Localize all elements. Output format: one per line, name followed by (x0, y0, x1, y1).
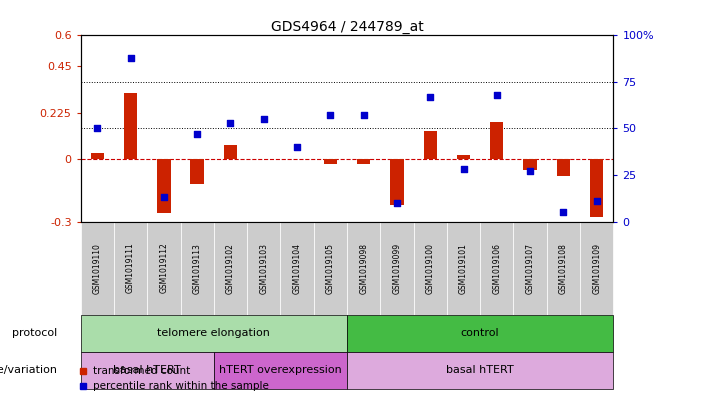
Text: GSM1019102: GSM1019102 (226, 242, 235, 294)
Bar (224, 145, 237, 160)
Bar (457, 155, 470, 160)
Point (292, 144, 303, 150)
FancyBboxPatch shape (347, 352, 613, 389)
Text: GSM1019111: GSM1019111 (126, 243, 135, 294)
Bar (191, 160, 204, 184)
Point (325, 112, 336, 119)
Text: GSM1019110: GSM1019110 (93, 242, 102, 294)
Point (258, 116, 269, 122)
Text: telomere elongation: telomere elongation (157, 328, 271, 338)
Bar (324, 160, 337, 163)
FancyBboxPatch shape (81, 315, 347, 352)
Point (125, 55, 136, 61)
Text: transformed count: transformed count (93, 366, 191, 376)
Point (158, 194, 170, 200)
Text: genotype/variation: genotype/variation (0, 365, 57, 375)
Text: basal hTERT: basal hTERT (447, 365, 514, 375)
Point (491, 92, 503, 98)
Text: GSM1019106: GSM1019106 (492, 242, 501, 294)
FancyBboxPatch shape (580, 222, 613, 315)
FancyBboxPatch shape (381, 222, 414, 315)
Text: percentile rank within the sample: percentile rank within the sample (93, 381, 269, 391)
Bar (557, 160, 570, 176)
Text: GSM1019112: GSM1019112 (159, 243, 168, 294)
FancyBboxPatch shape (280, 222, 314, 315)
Bar (90, 153, 104, 160)
Text: GSM1019101: GSM1019101 (459, 242, 468, 294)
Bar (157, 160, 170, 213)
FancyBboxPatch shape (547, 222, 580, 315)
Point (458, 166, 469, 173)
Text: GSM1019103: GSM1019103 (259, 242, 268, 294)
Point (524, 168, 536, 174)
FancyBboxPatch shape (347, 315, 613, 352)
Point (591, 198, 602, 204)
FancyBboxPatch shape (314, 222, 347, 315)
Text: hTERT overexpression: hTERT overexpression (219, 365, 342, 375)
Title: GDS4964 / 244789_at: GDS4964 / 244789_at (271, 20, 423, 34)
FancyBboxPatch shape (414, 222, 447, 315)
FancyBboxPatch shape (147, 222, 181, 315)
Point (225, 120, 236, 126)
Text: control: control (461, 328, 500, 338)
Bar (524, 160, 537, 170)
FancyBboxPatch shape (247, 222, 280, 315)
FancyBboxPatch shape (81, 222, 114, 315)
Text: GSM1019098: GSM1019098 (359, 242, 368, 294)
Text: GSM1019107: GSM1019107 (526, 242, 535, 294)
Text: GSM1019109: GSM1019109 (592, 242, 601, 294)
FancyBboxPatch shape (214, 222, 247, 315)
FancyBboxPatch shape (114, 222, 147, 315)
Bar (590, 160, 604, 217)
Text: GSM1019099: GSM1019099 (393, 242, 402, 294)
Bar (124, 93, 137, 160)
FancyBboxPatch shape (447, 222, 480, 315)
FancyBboxPatch shape (480, 222, 514, 315)
Point (191, 131, 203, 137)
Text: GSM1019104: GSM1019104 (292, 242, 301, 294)
Bar (357, 160, 370, 163)
Point (425, 94, 436, 100)
FancyBboxPatch shape (81, 352, 214, 389)
FancyBboxPatch shape (181, 222, 214, 315)
Text: GSM1019105: GSM1019105 (326, 242, 335, 294)
Bar (390, 160, 404, 205)
FancyBboxPatch shape (347, 222, 381, 315)
Text: GSM1019113: GSM1019113 (193, 242, 202, 294)
Text: GSM1019100: GSM1019100 (426, 242, 435, 294)
Text: protocol: protocol (12, 328, 57, 338)
Point (358, 112, 369, 119)
FancyBboxPatch shape (514, 222, 547, 315)
Point (391, 200, 402, 206)
Point (558, 209, 569, 215)
Text: basal hTERT: basal hTERT (114, 365, 181, 375)
Bar (423, 130, 437, 160)
FancyBboxPatch shape (214, 352, 347, 389)
Point (92, 125, 103, 132)
Bar (490, 122, 503, 160)
Text: GSM1019108: GSM1019108 (559, 242, 568, 294)
